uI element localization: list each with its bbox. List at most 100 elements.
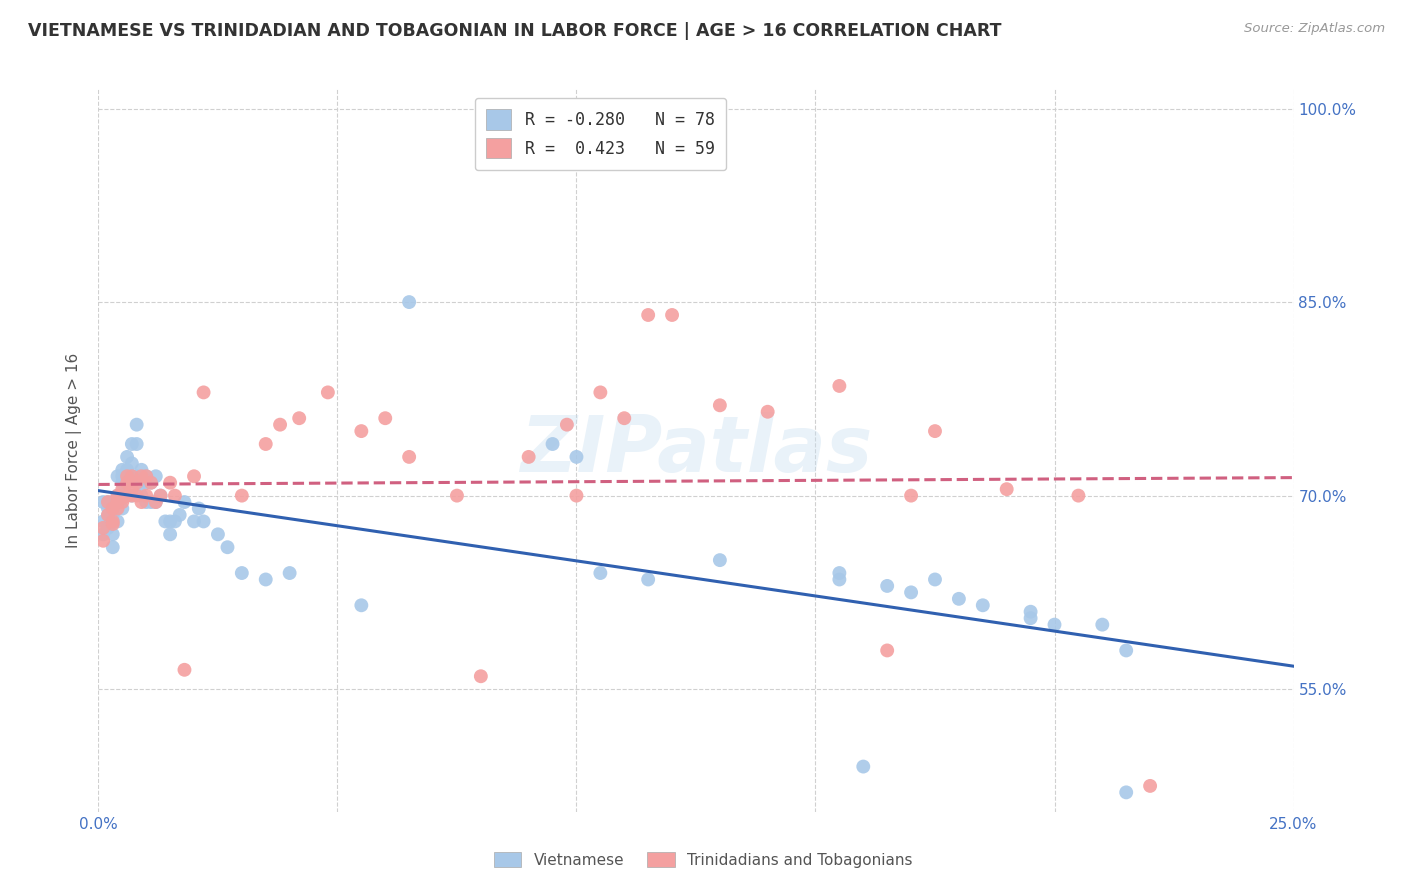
Point (159, 527, 181, 541)
Legend: R = -0.280   N = 78, R =  0.423   N = 59: R = -0.280 N = 78, R = 0.423 N = 59 (475, 97, 725, 169)
Point (135, 489, 157, 503)
Point (217, 540, 239, 554)
Text: VIETNAMESE VS TRINIDADIAN AND TOBAGONIAN IN LABOR FORCE | AGE > 16 CORRELATION C: VIETNAMESE VS TRINIDADIAN AND TOBAGONIAN… (28, 22, 1001, 40)
Point (1115, 643, 1137, 657)
Point (131, 469, 153, 483)
Legend: Vietnamese, Trinidadians and Tobagonians: Vietnamese, Trinidadians and Tobagonians (486, 844, 920, 875)
Point (269, 417, 291, 432)
Point (131, 489, 153, 503)
Point (91, 533, 114, 548)
Point (91, 495, 114, 509)
Point (121, 489, 143, 503)
Point (107, 489, 129, 503)
Point (91, 521, 114, 535)
Point (97, 521, 120, 535)
Point (948, 591, 970, 606)
Point (288, 411, 311, 425)
Point (139, 475, 162, 490)
Point (149, 489, 172, 503)
Point (115, 469, 138, 483)
Point (115, 489, 138, 503)
Point (101, 515, 124, 529)
Point (111, 475, 134, 490)
Point (131, 495, 153, 509)
Point (661, 308, 683, 322)
Point (756, 405, 779, 419)
Point (155, 515, 177, 529)
Point (589, 385, 612, 400)
Point (121, 437, 143, 451)
Point (316, 385, 339, 400)
Point (565, 489, 588, 503)
Point (139, 495, 162, 509)
Point (111, 463, 134, 477)
Point (107, 489, 129, 503)
Point (1019, 605, 1042, 619)
Point (1019, 611, 1042, 625)
Point (111, 489, 134, 503)
Point (278, 566, 301, 580)
Point (828, 379, 851, 393)
Point (207, 527, 229, 541)
Point (350, 424, 373, 438)
Point (101, 495, 124, 509)
Point (398, 295, 420, 310)
Point (145, 495, 167, 509)
Point (121, 489, 143, 503)
Point (637, 573, 659, 587)
Point (115, 463, 138, 477)
Point (173, 495, 195, 509)
Point (900, 489, 922, 503)
Point (193, 385, 215, 400)
Point (876, 579, 898, 593)
Point (121, 469, 143, 483)
Point (135, 469, 157, 483)
Point (159, 515, 181, 529)
Point (111, 495, 134, 509)
Point (541, 437, 564, 451)
Point (97, 501, 120, 516)
Point (101, 515, 124, 529)
Point (470, 669, 492, 683)
Point (91, 515, 114, 529)
Point (101, 540, 124, 554)
Point (121, 482, 143, 496)
Point (193, 515, 215, 529)
Point (121, 456, 143, 470)
Point (135, 475, 157, 490)
Point (924, 573, 946, 587)
Point (97, 495, 120, 509)
Point (125, 475, 148, 490)
Point (398, 450, 420, 464)
Point (101, 508, 124, 522)
Point (115, 489, 138, 503)
Point (111, 469, 134, 483)
Point (1139, 779, 1161, 793)
Text: Source: ZipAtlas.com: Source: ZipAtlas.com (1244, 22, 1385, 36)
Point (125, 489, 148, 503)
Point (900, 585, 922, 599)
Point (169, 508, 191, 522)
Point (97, 508, 120, 522)
Point (91, 527, 114, 541)
Text: ZIPatlas: ZIPatlas (520, 412, 872, 489)
Point (254, 573, 277, 587)
Point (350, 599, 373, 613)
Point (97, 508, 120, 522)
Point (828, 573, 851, 587)
Point (852, 759, 875, 773)
Point (876, 643, 898, 657)
Point (1043, 617, 1066, 632)
Point (135, 495, 157, 509)
Point (111, 491, 134, 506)
Point (97, 495, 120, 509)
Point (254, 437, 277, 451)
Point (555, 417, 578, 432)
Point (1067, 489, 1090, 503)
Point (565, 450, 588, 464)
Point (637, 308, 659, 322)
Point (972, 599, 994, 613)
Point (924, 424, 946, 438)
Point (446, 489, 468, 503)
Point (163, 515, 186, 529)
